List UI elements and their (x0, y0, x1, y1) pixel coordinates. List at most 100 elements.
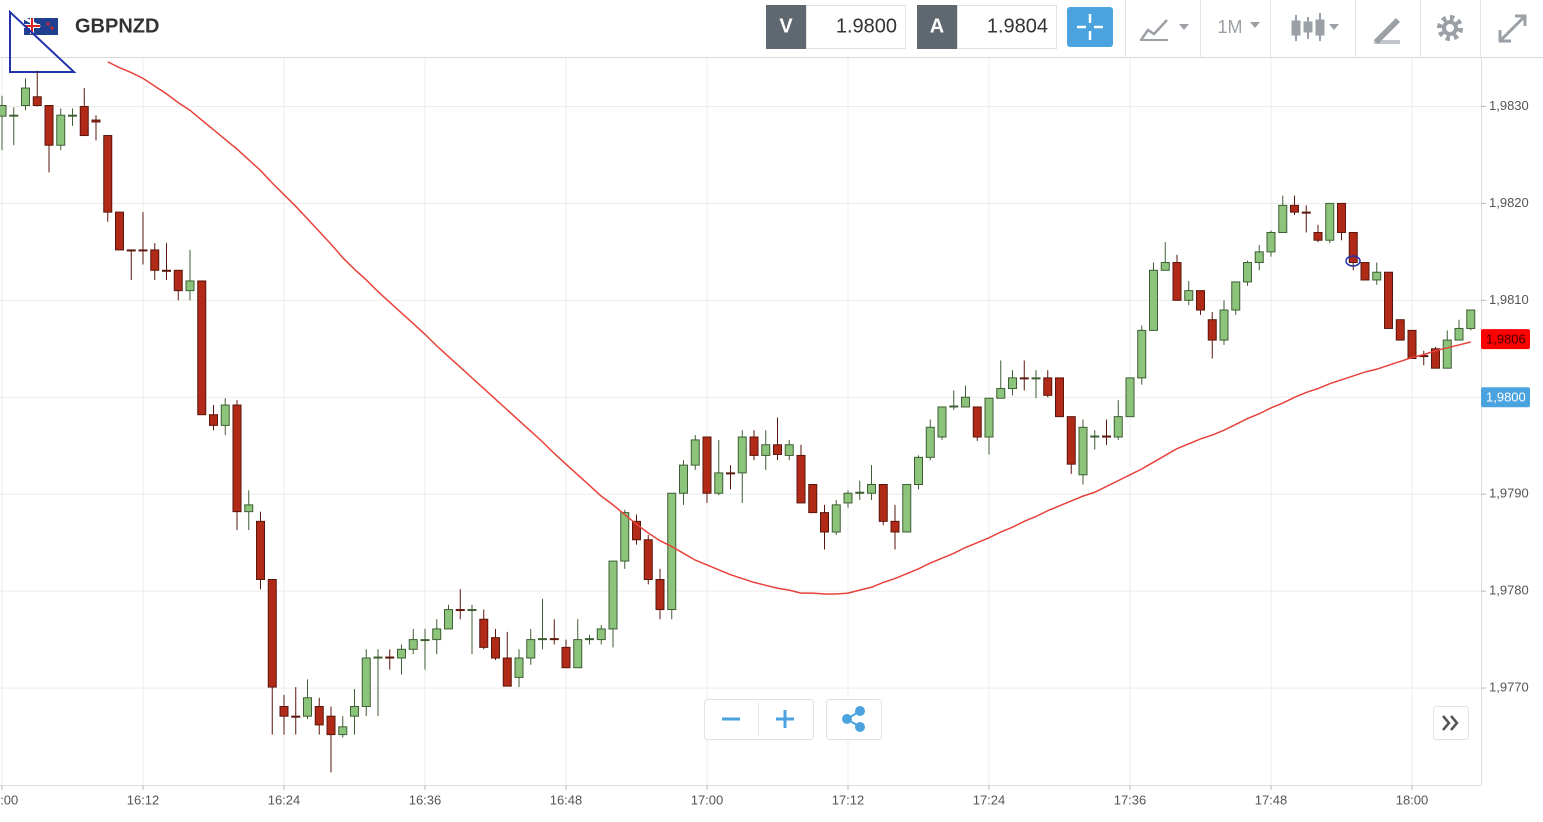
candle-body (1254, 251, 1264, 264)
candle-body (1078, 426, 1088, 476)
candle-body (1395, 319, 1405, 341)
candle-body (1372, 271, 1382, 281)
candle-body (1043, 377, 1053, 396)
settings-button[interactable] (1437, 15, 1463, 41)
grid (0, 58, 1481, 785)
bid-label: V (779, 15, 793, 37)
candle-body (643, 539, 653, 581)
candle-body (608, 560, 618, 630)
y-tick-label: 1,9830 (1489, 98, 1529, 113)
candle-body (197, 280, 207, 416)
candle-body (1207, 319, 1217, 341)
candle-body (1301, 211, 1311, 214)
candle-body (1231, 281, 1241, 311)
toolbar: GBPNZD V 1.9800 A 1.9804 1M (0, 0, 1543, 73)
draw-button[interactable] (1374, 18, 1400, 44)
candle-body (1125, 377, 1135, 418)
axes: 1,9770 1,9780 1,9790 1,9800 1,9810 1,9820 1,98… (0, 98, 1530, 807)
candle-body (491, 637, 500, 659)
crosshair-button[interactable] (1067, 7, 1113, 47)
candle-body (961, 396, 970, 408)
timeframe: 1M (1217, 17, 1242, 37)
x-tick-label: 17:00 (691, 792, 724, 807)
candle-body (32, 96, 42, 106)
scroll-right-button[interactable] (1433, 706, 1469, 740)
candle-body (303, 697, 312, 717)
candle-body (68, 114, 77, 117)
candle-body (655, 579, 665, 611)
symbol: GBPNZD (75, 15, 159, 37)
candle-body (1113, 416, 1123, 438)
candle-body (397, 648, 406, 659)
candle-body (173, 269, 183, 292)
candle-body (1325, 202, 1335, 241)
candle-body (79, 105, 89, 137)
timeframe-button[interactable]: 1M (1217, 17, 1260, 37)
candle-body (408, 639, 418, 650)
candle-body (843, 492, 853, 504)
bid-button[interactable] (766, 5, 806, 49)
candle-body (314, 705, 324, 726)
share-button[interactable] (826, 699, 882, 740)
zoom-controls (704, 699, 1469, 740)
share-icon (842, 706, 865, 732)
candle-body (925, 426, 935, 458)
candle-body (291, 715, 301, 718)
candle-body (937, 406, 947, 438)
candle-body (1066, 416, 1076, 465)
x-tick-label: 17:48 (1255, 792, 1288, 807)
x-tick-label: 16:00 (0, 792, 18, 807)
candle-body (984, 397, 994, 438)
price-tag-label: 1,9806 (1486, 332, 1526, 347)
candle-body (115, 211, 124, 251)
candle-body (21, 87, 30, 106)
candle-body (1454, 327, 1464, 341)
candle-body (620, 512, 630, 562)
candle-body (1031, 377, 1041, 380)
y-tick-label: 1,9790 (1489, 486, 1529, 501)
candle-body (44, 104, 54, 146)
y-tick-label: 1,9810 (1489, 292, 1529, 307)
candle-body (1184, 290, 1194, 301)
candle-body (820, 512, 829, 533)
ask-button[interactable] (917, 5, 957, 49)
indicator-button[interactable] (1139, 19, 1189, 41)
candle-body (1442, 339, 1452, 369)
candle-body (479, 618, 489, 648)
candle-body (162, 269, 171, 272)
zoom-in-button[interactable] (776, 710, 794, 728)
candle-body (185, 280, 195, 292)
candle-body (209, 414, 218, 426)
candle-body (996, 388, 1006, 399)
price-tag-label: 1,9800 (1486, 390, 1526, 405)
x-tick-label: 16:36 (409, 792, 442, 807)
candle-body (103, 135, 113, 213)
candle-body (761, 444, 771, 456)
candle-body (1137, 329, 1147, 379)
x-tick-label: 16:12 (127, 792, 160, 807)
scroll-icon (1442, 715, 1459, 731)
candle-body (338, 726, 348, 736)
candle-body (831, 504, 841, 533)
chart-type-button[interactable] (1291, 13, 1339, 41)
candle-body (1243, 262, 1252, 283)
candle-body (1466, 309, 1476, 329)
candle-body (350, 705, 359, 717)
price-tag (1481, 387, 1530, 408)
y-tick-label: 1,9780 (1489, 583, 1529, 598)
candle-body (150, 249, 160, 271)
plot-area (0, 61, 1476, 773)
candle-body (56, 114, 66, 146)
candle-body (455, 609, 465, 612)
candle-body (1313, 231, 1323, 241)
candle-body (855, 491, 865, 494)
x-tick-label: 18:00 (1396, 792, 1429, 807)
candle-body (232, 404, 242, 513)
candle-body (585, 638, 594, 641)
candle-body (138, 249, 148, 252)
candle-body (1407, 329, 1417, 359)
candle-body (1290, 204, 1299, 213)
fullscreen-button[interactable] (1498, 14, 1527, 43)
